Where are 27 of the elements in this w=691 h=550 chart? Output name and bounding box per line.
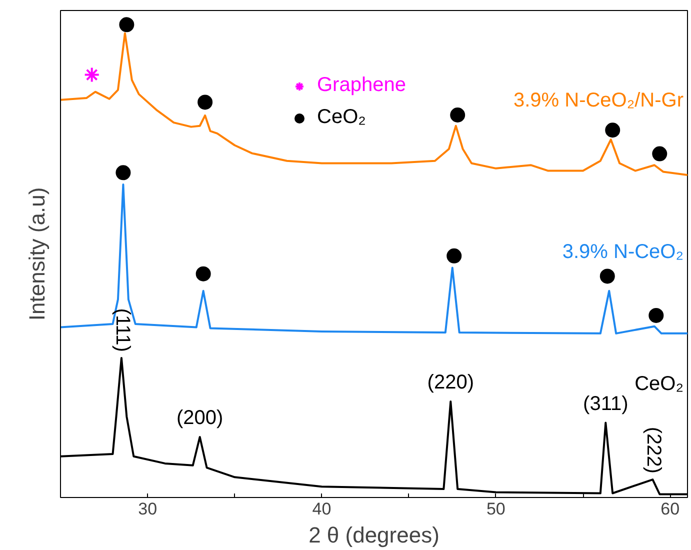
point [600, 268, 615, 284]
x-tick-label: 40 [312, 500, 332, 518]
point [84, 66, 100, 83]
annotation: (200) [176, 406, 224, 429]
point [605, 122, 620, 138]
point [652, 146, 668, 162]
x-tick-label: 60 [660, 500, 680, 518]
annotation: (311) [583, 392, 628, 415]
y-axis-title: Intensity (a.u) [24, 187, 50, 321]
x-tick-label: 30 [138, 500, 158, 518]
text: 3.9% N-CeO₂ [562, 240, 684, 263]
annotation: (220) [427, 372, 474, 394]
point [450, 108, 466, 122]
text: CeO₂ [634, 372, 684, 395]
annotation: (111) [111, 308, 134, 352]
annotation: (222) [642, 426, 665, 474]
point [116, 165, 131, 180]
point [198, 94, 213, 110]
legend-label: CeO₂ [317, 106, 366, 129]
point [196, 266, 211, 282]
x-tick-label: 50 [486, 500, 506, 518]
legend-label: Graphene [317, 74, 406, 97]
x-axis-title: 2 θ (degrees) [308, 522, 440, 548]
point [446, 248, 462, 264]
point [648, 308, 664, 323]
text: 3.9% N-CeO₂/N-Gr [513, 90, 684, 112]
point [119, 17, 134, 32]
